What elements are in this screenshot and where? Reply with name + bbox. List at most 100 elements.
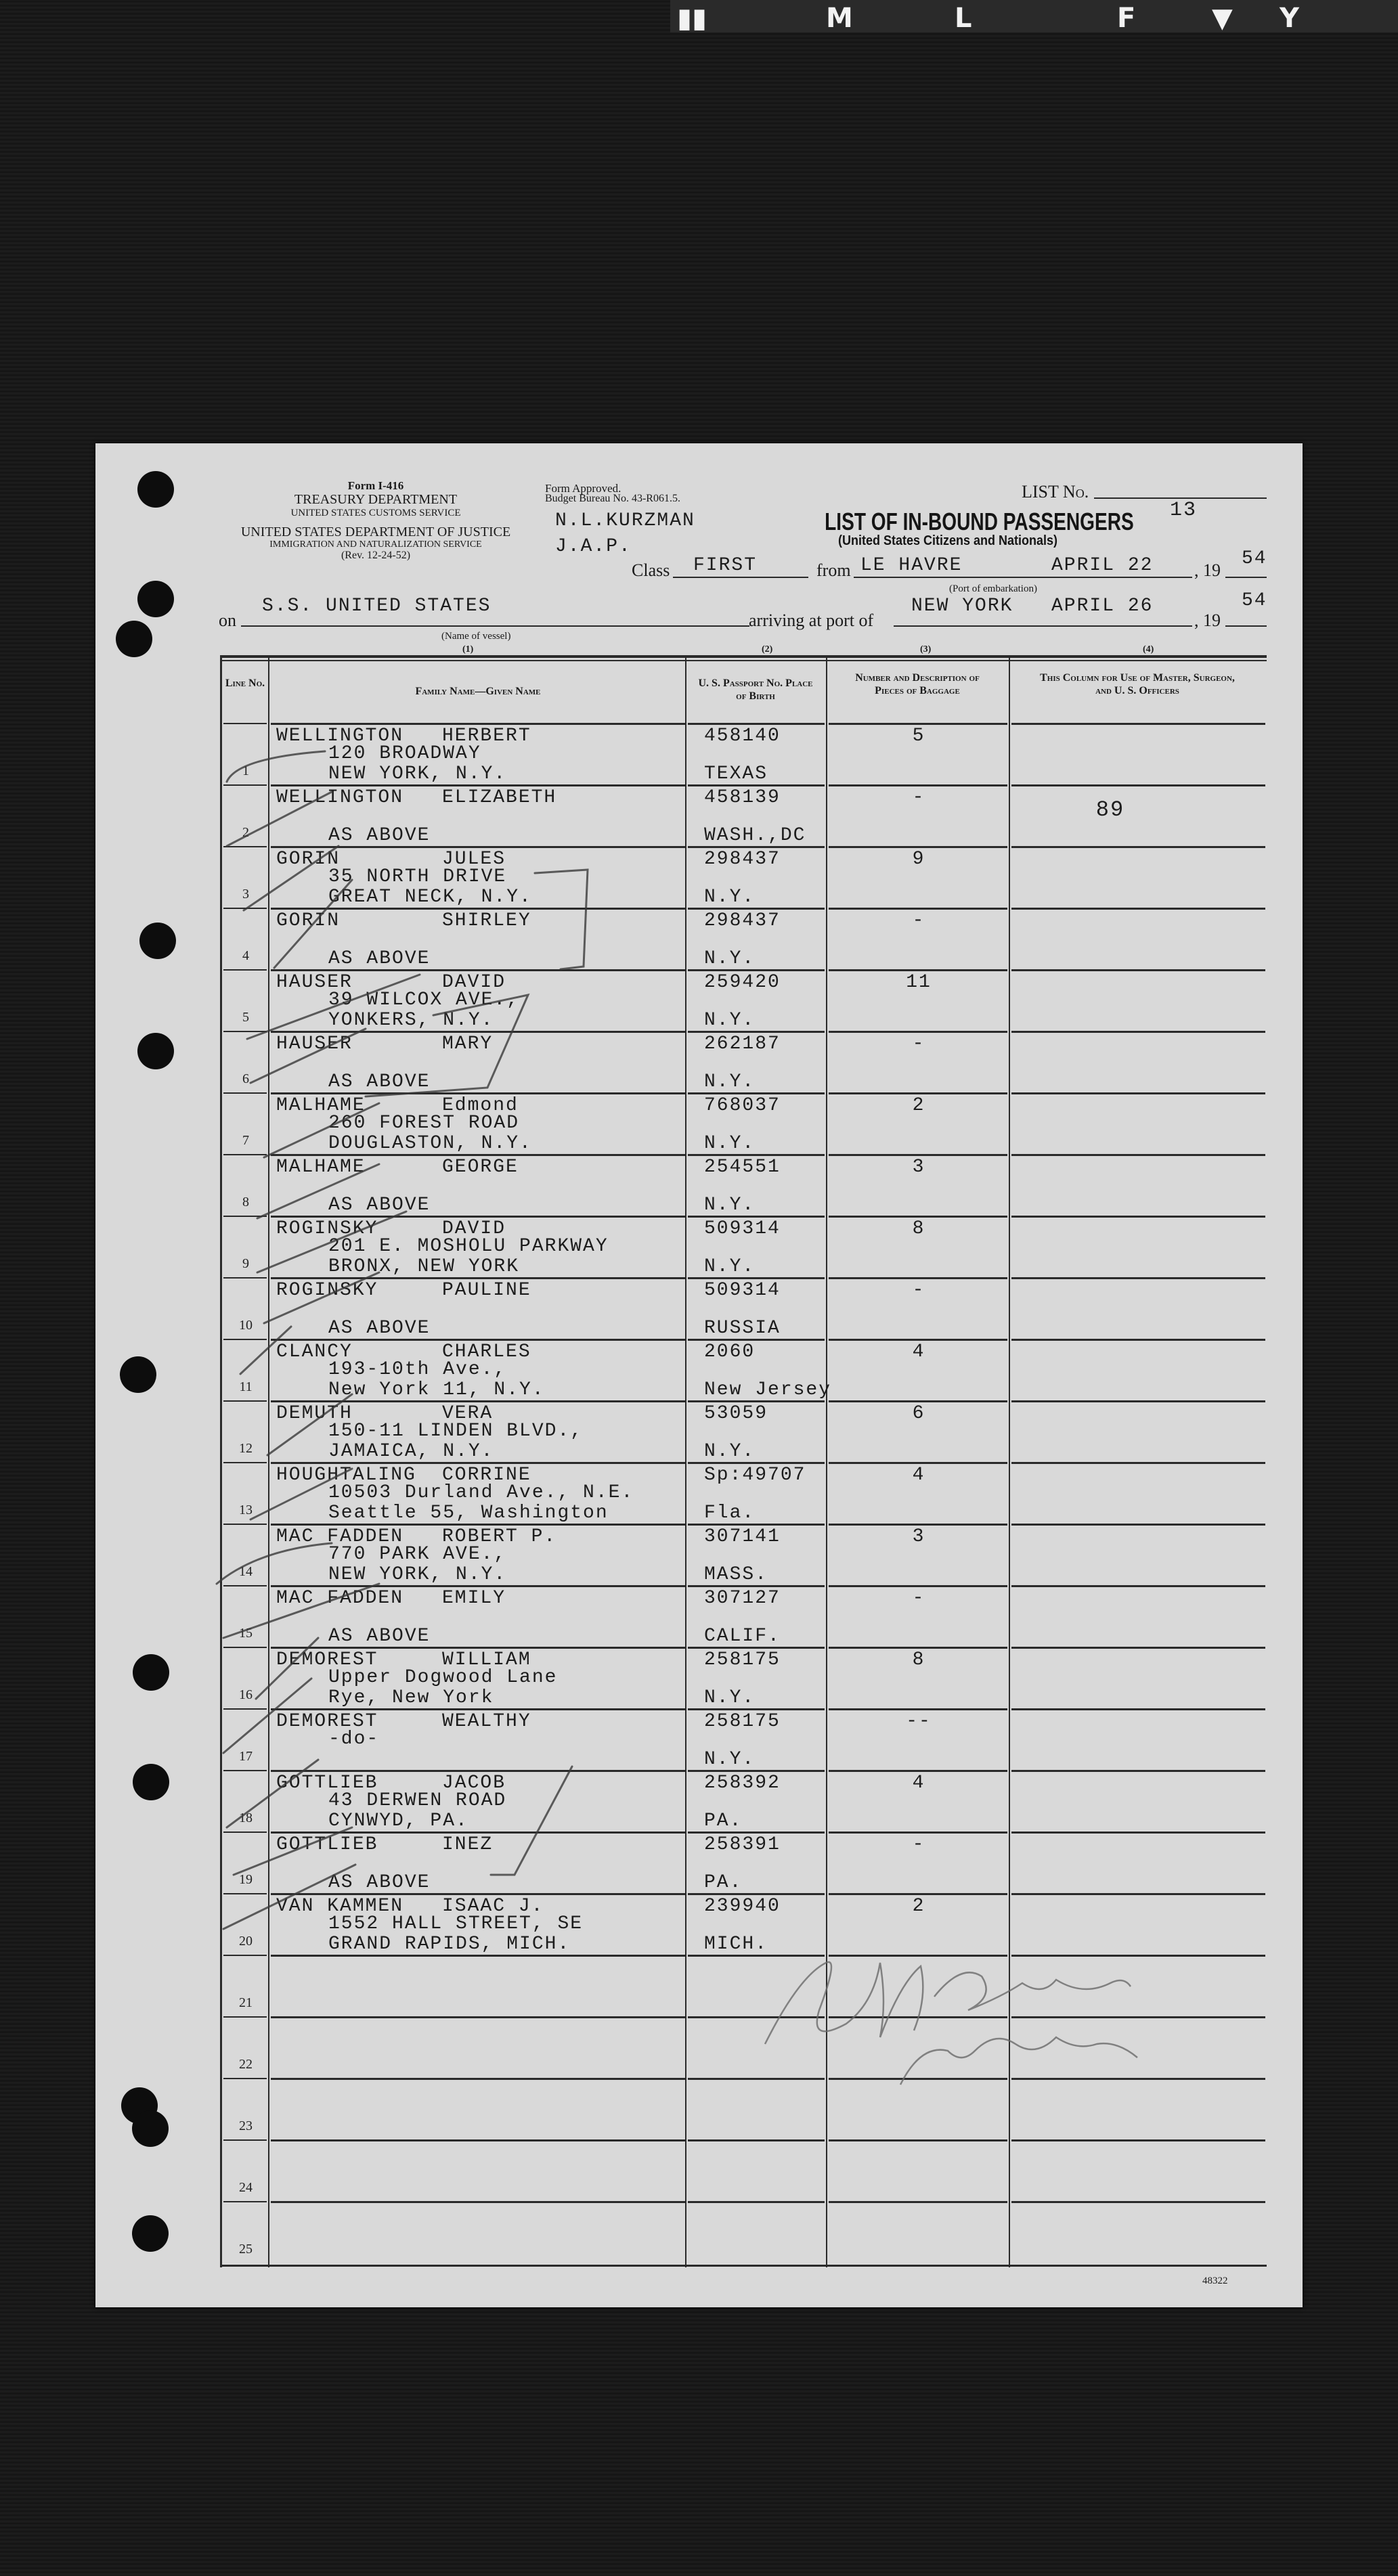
passport-number: 307127	[704, 1588, 781, 1609]
row-divider	[1011, 1524, 1265, 1526]
family-name: GORIN	[276, 910, 341, 931]
budget-bureau-number: Budget Bureau No. 43-R061.5.	[545, 493, 680, 504]
row-divider	[271, 1647, 685, 1649]
row-divider	[829, 2139, 1007, 2141]
address-line-2: Rye, New York	[328, 1687, 494, 1708]
row-divider	[223, 1893, 267, 1894]
given-name: ELIZABETH	[442, 787, 557, 808]
line-number: 17	[239, 1749, 253, 1764]
row-divider	[829, 1216, 1007, 1218]
row-divider	[1011, 784, 1265, 786]
row-divider	[829, 1955, 1007, 1957]
check-mark	[273, 879, 353, 969]
row-divider	[223, 1339, 267, 1340]
vessel-name: S.S. UNITED STATES	[262, 596, 492, 617]
place-of-birth: N.Y.	[704, 1133, 756, 1154]
row-divider	[271, 1524, 685, 1526]
baggage-count: 8	[912, 1218, 925, 1239]
page-subtitle: (United States Citizens and Nationals)	[837, 533, 1058, 548]
row-divider	[1011, 1339, 1265, 1341]
address-line-1: 10503 Durland Ave., N.E.	[328, 1482, 634, 1503]
punch-hole	[133, 1654, 169, 1691]
from-label: from	[816, 560, 851, 580]
line-number: 24	[239, 2180, 253, 2195]
row-divider	[829, 846, 1007, 848]
given-name: CORRINE	[442, 1465, 531, 1486]
column-number-1: (1)	[462, 644, 474, 654]
baggage-count: 4	[912, 1341, 925, 1362]
address-line-1: 43 DERWEN ROAD	[328, 1790, 507, 1811]
film-mark: ▮▮	[677, 3, 707, 34]
film-mark: M	[826, 3, 853, 34]
row-divider	[688, 1092, 825, 1094]
passport-number: 239940	[704, 1896, 781, 1917]
column-number-3: (3)	[920, 644, 932, 654]
column-number-4: (4)	[1143, 644, 1154, 654]
row-divider	[829, 1092, 1007, 1094]
check-mark	[242, 845, 340, 912]
list-number-label: LIST No.	[1022, 482, 1089, 502]
family-name: CLANCY	[276, 1341, 353, 1362]
line-number: 16	[239, 1687, 253, 1702]
family-name: MALHAME	[276, 1095, 366, 1116]
line-number: 4	[242, 948, 249, 963]
row-divider	[271, 1031, 685, 1033]
check-mark	[225, 1758, 320, 1829]
given-name: SHIRLEY	[442, 910, 531, 931]
row-divider	[829, 1770, 1007, 1772]
address-line-2: New York 11, N.Y.	[328, 1379, 545, 1400]
row-divider	[223, 1154, 267, 1155]
row-divider	[829, 1893, 1007, 1895]
passport-number: 307141	[704, 1526, 781, 1547]
family-name: HAUSER	[276, 1034, 353, 1054]
place-of-birth: MICH.	[704, 1934, 768, 1955]
check-mark	[263, 1102, 380, 1159]
baggage-count: 6	[912, 1403, 925, 1424]
check-mark	[263, 1271, 380, 1325]
row-divider	[829, 723, 1007, 725]
address-line-2: AS ABOVE	[328, 1626, 431, 1647]
list-number: 13	[1170, 499, 1198, 522]
officer-name-1: N.L.KURZMAN	[555, 510, 695, 531]
given-name: PAULINE	[442, 1280, 531, 1301]
given-name: JULES	[442, 849, 506, 870]
place-of-birth: N.Y.	[704, 1441, 756, 1462]
row-divider	[271, 846, 685, 848]
punch-hole	[139, 923, 176, 959]
address-line-2: AS ABOVE	[328, 948, 431, 969]
address-line-2: BRONX, NEW YORK	[328, 1256, 520, 1277]
line-number: 25	[239, 2242, 253, 2257]
row-divider	[1011, 1831, 1265, 1834]
check-mark	[266, 1393, 353, 1457]
passport-number: 53059	[704, 1403, 768, 1424]
row-divider	[223, 1955, 267, 1956]
line-number: 13	[239, 1503, 253, 1517]
row-divider	[688, 1955, 825, 1957]
row-divider	[1011, 969, 1265, 971]
place-of-birth: Fla.	[704, 1503, 756, 1524]
address-line-1: 260 FOREST ROAD	[328, 1113, 520, 1134]
baggage-count: 2	[912, 1896, 925, 1917]
place-of-birth: N.Y.	[704, 1071, 756, 1092]
row-divider	[271, 784, 685, 786]
passport-number: 298437	[704, 910, 781, 931]
family-name: ROGINSKY	[276, 1218, 378, 1239]
port-embarkation-caption: (Port of embarkation)	[949, 583, 1037, 594]
given-name: EMILY	[442, 1588, 506, 1609]
check-mark	[215, 1542, 333, 1585]
check-mark	[255, 1637, 320, 1700]
family-name: HOUGHTALING	[276, 1465, 416, 1486]
row-divider	[829, 1708, 1007, 1710]
line-number: 19	[239, 1872, 253, 1887]
year-prefix: , 19	[1194, 560, 1221, 580]
row-divider	[688, 1524, 825, 1526]
row-divider	[1011, 1216, 1265, 1218]
baggage-count: 3	[912, 1526, 925, 1547]
header-baggage: Number and Description of Pieces of Bagg…	[855, 672, 980, 696]
row-divider	[1011, 1770, 1265, 1772]
row-divider	[688, 784, 825, 786]
address-line-2: NEW YORK, N.Y.	[328, 763, 507, 784]
on-label: on	[219, 610, 236, 630]
check-mark	[246, 973, 421, 1040]
